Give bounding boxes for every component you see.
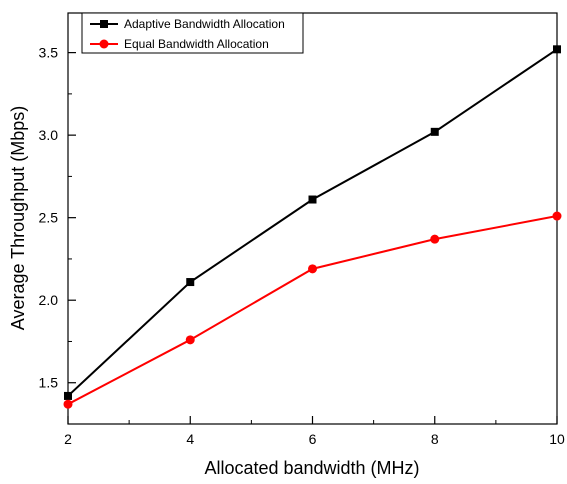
legend-box xyxy=(81,12,304,54)
data-point-circle xyxy=(430,234,440,244)
series-layer xyxy=(63,45,562,409)
y-tick-label: 1.5 xyxy=(39,375,59,391)
legend-label-2: Equal Bandwidth Allocation xyxy=(124,37,269,51)
series-line-2 xyxy=(67,215,558,406)
x-tick-label: 8 xyxy=(431,431,439,447)
legend: Adaptive Bandwidth Allocation Equal Bandw… xyxy=(81,12,304,54)
axis-ticks xyxy=(67,52,558,424)
x-tick-label: 2 xyxy=(64,431,72,447)
series-line-1 xyxy=(67,48,558,397)
y-tick-label: 2.0 xyxy=(39,292,59,308)
y-tick-label: 3.0 xyxy=(39,127,59,143)
y-axis-title: Average Throughput (Mbps) xyxy=(8,106,28,330)
legend-marker-square xyxy=(100,20,108,28)
plot-frame xyxy=(67,12,558,425)
x-tick-label: 10 xyxy=(549,431,565,447)
data-point-square xyxy=(553,45,561,54)
data-point-circle xyxy=(308,264,317,274)
data-point-square xyxy=(64,391,72,400)
data-point-square xyxy=(430,127,439,136)
legend-marker-circle xyxy=(99,39,109,49)
data-point-square xyxy=(186,278,195,287)
x-tick-labels: 2 4 6 8 10 xyxy=(64,431,565,447)
data-point-square xyxy=(308,195,317,204)
data-point-circle xyxy=(552,211,562,221)
legend-items: Adaptive Bandwidth Allocation Equal Bandw… xyxy=(90,17,285,51)
y-tick-labels: 1.5 2.0 2.5 3.0 3.5 xyxy=(39,45,59,391)
x-tick-label: 6 xyxy=(309,431,317,447)
data-point-circle xyxy=(185,335,195,345)
y-tick-label: 3.5 xyxy=(39,45,59,61)
data-point-circle xyxy=(63,399,73,409)
legend-label-1: Adaptive Bandwidth Allocation xyxy=(124,17,285,31)
y-tick-label: 2.5 xyxy=(39,210,59,226)
x-axis-title: Allocated bandwidth (MHz) xyxy=(204,458,419,478)
x-tick-label: 4 xyxy=(186,431,194,447)
